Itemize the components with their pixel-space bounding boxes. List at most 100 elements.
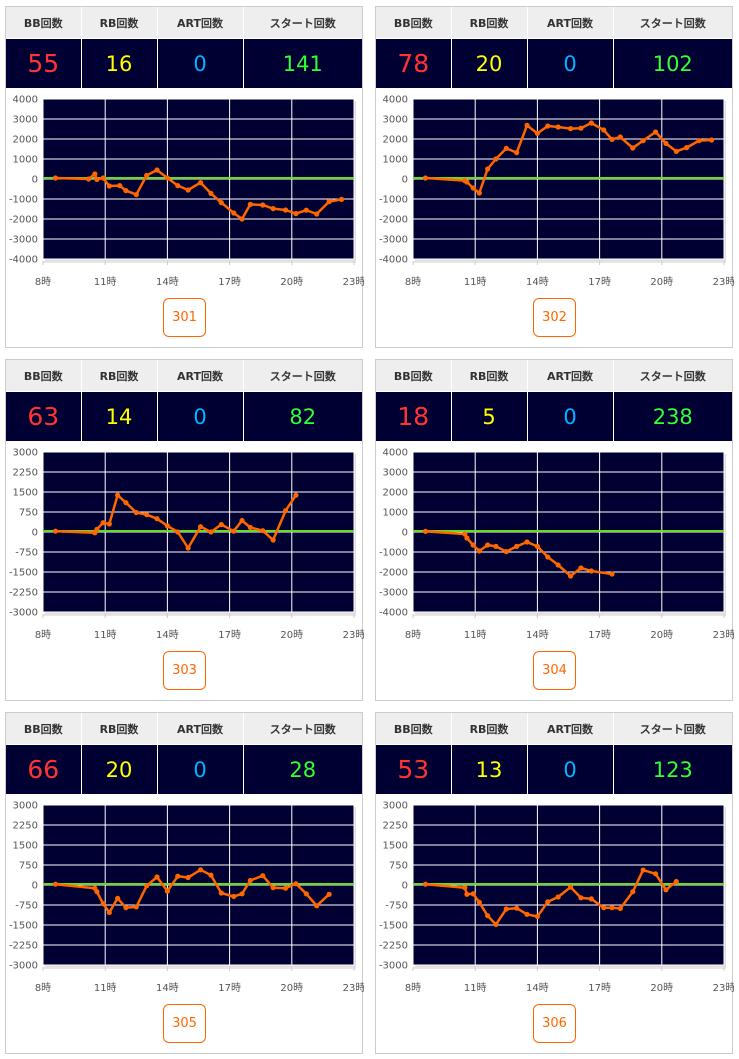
machine-number-button[interactable]: 303 xyxy=(163,651,206,690)
bb-count: 53 xyxy=(376,744,452,794)
data-point xyxy=(601,905,607,911)
data-point xyxy=(476,190,482,196)
x-tick-label: 20時 xyxy=(280,629,303,641)
y-tick-label: 3000 xyxy=(13,115,38,126)
data-point xyxy=(293,881,299,887)
data-point xyxy=(197,867,204,873)
machine-number-button[interactable]: 302 xyxy=(533,298,576,337)
data-point xyxy=(154,167,160,173)
x-tick-label: 23時 xyxy=(713,982,734,994)
data-point xyxy=(663,140,669,146)
data-point xyxy=(545,123,551,129)
data-point xyxy=(208,872,214,878)
x-tick-label: 23時 xyxy=(343,629,364,641)
y-tick-label: -4000 xyxy=(379,608,408,619)
rb-count: 20 xyxy=(451,38,528,88)
stats-table: BB回数 RB回数 ART回数 スタート回数 66 20 0 28 xyxy=(6,713,362,794)
start-header: スタート回数 xyxy=(243,713,362,745)
data-point xyxy=(485,166,491,172)
x-tick-label: 14時 xyxy=(156,629,179,641)
x-tick-label: 11時 xyxy=(94,629,117,641)
start-count: 141 xyxy=(243,38,362,88)
data-point xyxy=(476,548,482,554)
data-point xyxy=(609,571,615,577)
data-point xyxy=(630,889,636,895)
y-tick-label: 1000 xyxy=(383,508,408,519)
x-tick-label: 23時 xyxy=(713,629,734,641)
rb-header: RB回数 xyxy=(451,713,528,745)
data-point xyxy=(338,196,345,202)
data-point xyxy=(314,211,320,217)
data-point xyxy=(663,887,669,893)
y-tick-label: 2250 xyxy=(13,468,38,479)
data-point xyxy=(185,187,191,193)
slump-chart: 3000 2250 1500 750 0 -750 -1500 -2250 -3000 8時 11時… xyxy=(9,448,364,642)
x-tick-label: 17時 xyxy=(218,276,241,288)
y-tick-label: 1000 xyxy=(383,155,408,166)
data-point xyxy=(534,130,540,136)
x-tick-label: 17時 xyxy=(218,629,241,641)
art-count: 0 xyxy=(157,38,244,88)
bb-count: 18 xyxy=(376,391,452,441)
data-point xyxy=(164,175,170,181)
data-point xyxy=(567,126,574,132)
data-point xyxy=(652,129,659,135)
start-header: スタート回数 xyxy=(243,360,362,392)
data-point xyxy=(588,120,594,126)
data-point xyxy=(100,520,106,526)
x-tick-label: 8時 xyxy=(405,276,421,288)
art-count: 0 xyxy=(527,391,614,441)
data-point xyxy=(470,185,476,191)
y-tick-label: -2250 xyxy=(9,588,38,599)
x-tick-label: 8時 xyxy=(35,629,51,641)
machine-number-button[interactable]: 304 xyxy=(533,651,576,690)
y-tick-label: 750 xyxy=(19,508,38,519)
x-tick-label: 8時 xyxy=(405,629,421,641)
bb-count: 55 xyxy=(6,38,82,88)
y-tick-label: -3000 xyxy=(379,961,408,972)
machine-number-button[interactable]: 306 xyxy=(533,1004,576,1043)
data-point xyxy=(218,890,224,896)
data-point xyxy=(708,137,715,143)
y-tick-label: -750 xyxy=(385,901,408,912)
x-tick-label: 14時 xyxy=(526,629,549,641)
start-count: 123 xyxy=(613,744,732,794)
start-count: 238 xyxy=(613,391,732,441)
data-point xyxy=(247,201,253,207)
data-point xyxy=(282,885,289,891)
data-point xyxy=(164,523,170,529)
data-point xyxy=(270,885,276,891)
machine-number-button[interactable]: 305 xyxy=(163,1004,206,1043)
y-tick-label: 0 xyxy=(402,881,408,892)
y-tick-label: -1000 xyxy=(9,195,38,206)
data-point xyxy=(208,529,214,535)
x-tick-label: 14時 xyxy=(526,276,549,288)
bb-header: BB回数 xyxy=(6,713,82,745)
data-point xyxy=(588,896,594,902)
stats-table: BB回数 RB回数 ART回数 スタート回数 53 13 0 123 xyxy=(376,713,732,794)
data-point xyxy=(133,509,139,516)
data-point xyxy=(239,216,245,222)
data-point xyxy=(115,895,121,901)
x-tick-label: 23時 xyxy=(713,276,734,288)
data-point xyxy=(239,891,245,897)
data-point xyxy=(231,528,237,534)
data-point xyxy=(485,542,491,548)
x-tick-label: 11時 xyxy=(464,629,487,641)
start-count: 82 xyxy=(243,391,362,441)
data-point xyxy=(106,183,112,189)
start-count: 102 xyxy=(613,38,732,88)
data-point xyxy=(123,188,129,194)
y-tick-label: 1500 xyxy=(383,841,408,852)
art-header: ART回数 xyxy=(527,713,614,745)
art-header: ART回数 xyxy=(157,713,244,745)
data-point xyxy=(239,517,245,524)
data-point xyxy=(197,524,204,530)
art-header: ART回数 xyxy=(157,360,244,392)
data-point xyxy=(503,906,509,912)
art-count: 0 xyxy=(157,391,244,441)
data-point xyxy=(503,145,509,151)
stats-table: BB回数 RB回数 ART回数 スタート回数 63 14 0 82 xyxy=(6,360,362,441)
data-point xyxy=(673,878,679,885)
machine-number-button[interactable]: 301 xyxy=(163,298,206,337)
